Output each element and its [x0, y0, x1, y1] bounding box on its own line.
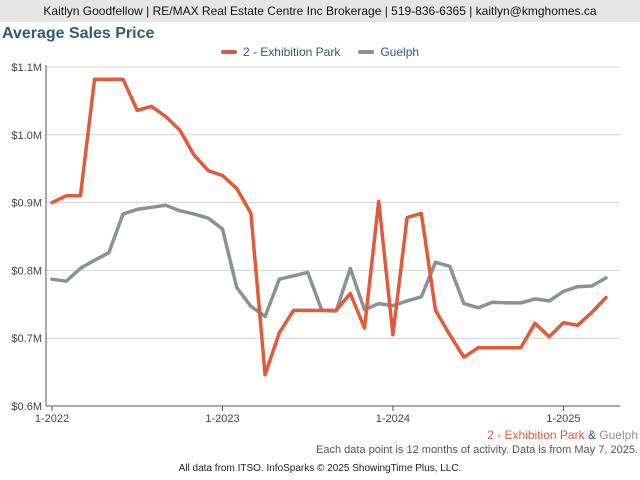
series-line-exhibition-park — [50, 77, 608, 377]
y-tick-label: $1.1M — [11, 62, 42, 74]
legend-label-exhibition: 2 - Exhibition Park — [242, 45, 341, 59]
y-tick-label: $0.8M — [11, 265, 42, 277]
contact-text: Kaitlyn Goodfellow | RE/MAX Real Estate … — [43, 4, 597, 18]
footer-legend-guelph: Guelph — [599, 428, 638, 442]
footer-legend-separator: & — [587, 428, 596, 442]
y-tick-label: $1.0M — [11, 130, 42, 142]
chart-title: Average Sales Price — [2, 25, 155, 42]
x-tick-label: 1-2024 — [376, 413, 410, 425]
x-tick-label: 1-2022 — [35, 413, 69, 425]
legend-item-exhibition[interactable]: 2 - Exhibition Park — [220, 45, 341, 59]
footer-note: Each data point is 12 months of activity… — [315, 444, 638, 456]
y-tick-label: $0.6M — [11, 401, 42, 413]
legend-swatch-exhibition — [220, 50, 237, 54]
series-line-guelph — [50, 203, 608, 319]
source-credit: All data from ITSO. InfoSparks © 2025 Sh… — [178, 463, 462, 474]
contact-header: Kaitlyn Goodfellow | RE/MAX Real Estate … — [0, 0, 640, 22]
footer-legend: 2 - Exhibition Park & Guelph — [487, 428, 638, 442]
legend-item-guelph[interactable]: Guelph — [358, 45, 419, 59]
footer-legend-exhibition: 2 - Exhibition Park — [487, 428, 585, 442]
x-tick-label: 1-2025 — [546, 413, 580, 425]
y-tick-label: $0.7M — [11, 333, 42, 345]
legend-label-guelph: Guelph — [380, 45, 420, 59]
legend-swatch-guelph — [358, 50, 375, 54]
y-tick-label: $0.9M — [11, 198, 42, 210]
chart-legend: 2 - Exhibition Park Guelph — [0, 45, 640, 59]
x-tick-label: 1-2023 — [205, 413, 239, 425]
